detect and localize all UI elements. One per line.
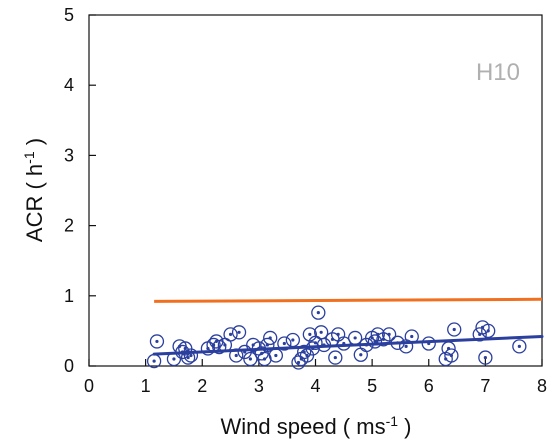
data-point-14 — [229, 348, 244, 363]
data-point-49 — [390, 335, 405, 350]
x-tick-label-7: 7 — [480, 376, 490, 396]
annotation-label: H10 — [476, 59, 520, 86]
x-axis-label-end: ) — [398, 414, 411, 439]
fit-layer — [152, 335, 544, 356]
y-axis-label-superscript: -1 — [21, 151, 37, 164]
data-point-38 — [328, 350, 343, 365]
data-point-48 — [381, 327, 397, 342]
data-point-41 — [347, 330, 363, 346]
axis-ticks: 0 1 2 3 4 5 6 7 8 0 1 2 3 4 5 — [64, 5, 547, 396]
data-point-40 — [336, 336, 351, 351]
y-axis-label-end: ) — [22, 138, 47, 151]
fit-line — [152, 335, 544, 356]
data-point-23 — [263, 330, 278, 346]
data-point-13 — [223, 327, 238, 342]
reference-layer — [154, 297, 543, 303]
data-point-51 — [404, 329, 419, 344]
data-point-39 — [330, 327, 346, 342]
y-tick-label-0: 0 — [64, 356, 74, 376]
data-point-0 — [146, 353, 162, 369]
x-tick-label-6: 6 — [424, 376, 434, 396]
x-tick-label-4: 4 — [310, 376, 320, 396]
points-layer — [146, 305, 527, 370]
x-tick-label-5: 5 — [367, 376, 377, 396]
x-axis-label-superscript: -1 — [386, 413, 399, 429]
data-point-60 — [481, 323, 496, 339]
data-point-55 — [444, 348, 459, 363]
y-axis-label: ACR ( h-1 ) — [21, 138, 47, 242]
y-tick-label-3: 3 — [64, 145, 74, 165]
y-axis-label-main: ACR ( h — [22, 164, 47, 242]
data-point-2 — [166, 351, 182, 367]
reference-line — [154, 297, 543, 303]
x-tick-label-2: 2 — [197, 376, 207, 396]
x-tick-label-0: 0 — [84, 376, 94, 396]
data-point-29 — [297, 344, 312, 360]
data-point-17 — [243, 351, 258, 367]
y-tick-label-5: 5 — [64, 5, 74, 25]
y-tick-label-4: 4 — [64, 75, 74, 95]
data-point-59 — [478, 350, 493, 365]
data-point-24 — [268, 348, 284, 363]
y-tick-label-2: 2 — [64, 216, 74, 236]
data-point-7 — [183, 348, 199, 363]
data-point-25 — [277, 336, 292, 351]
data-point-34 — [311, 305, 326, 320]
data-point-61 — [512, 339, 527, 354]
y-tick-label-1: 1 — [64, 286, 74, 306]
data-point-15 — [231, 325, 247, 340]
plot-frame — [88, 14, 543, 367]
data-point-26 — [285, 332, 301, 348]
x-tick-label-1: 1 — [141, 376, 151, 396]
data-point-1 — [149, 334, 165, 349]
data-point-52 — [421, 336, 436, 351]
x-axis-label-main: Wind speed ( ms — [221, 414, 386, 439]
data-point-45 — [367, 334, 383, 349]
x-tick-label-8: 8 — [537, 376, 547, 396]
x-axis-label: Wind speed ( ms-1 ) — [221, 413, 412, 439]
data-point-56 — [447, 322, 462, 337]
x-tick-label-3: 3 — [254, 376, 264, 396]
data-point-6 — [180, 350, 196, 365]
data-point-42 — [353, 347, 368, 362]
